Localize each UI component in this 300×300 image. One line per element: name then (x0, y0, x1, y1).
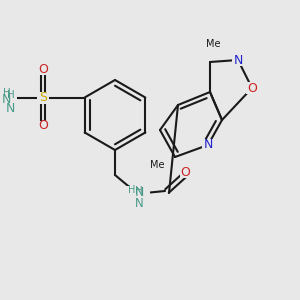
Text: H: H (7, 89, 15, 100)
Bar (0, 92, 17, 104)
Bar (202, 139, 214, 151)
Text: N: N (6, 101, 15, 115)
Bar (232, 54, 244, 66)
Text: Me: Me (206, 39, 220, 49)
Text: S: S (39, 91, 47, 104)
Text: O: O (247, 82, 257, 94)
Text: N: N (134, 187, 144, 200)
Bar (246, 82, 258, 94)
Text: N: N (233, 53, 243, 67)
Text: N: N (2, 93, 11, 106)
Bar (37, 92, 49, 104)
Text: O: O (180, 167, 190, 179)
Text: N: N (203, 139, 213, 152)
Bar (180, 168, 190, 178)
Text: H: H (135, 186, 143, 196)
Text: H: H (128, 185, 136, 195)
Text: Me: Me (150, 160, 164, 170)
Bar (38, 121, 48, 130)
Bar (126, 186, 148, 200)
Text: O: O (38, 119, 48, 132)
Bar (124, 186, 150, 200)
Text: N: N (135, 197, 143, 210)
Bar (0, 89, 17, 106)
Text: O: O (38, 63, 48, 76)
Bar (38, 64, 48, 74)
Text: H: H (3, 88, 10, 98)
